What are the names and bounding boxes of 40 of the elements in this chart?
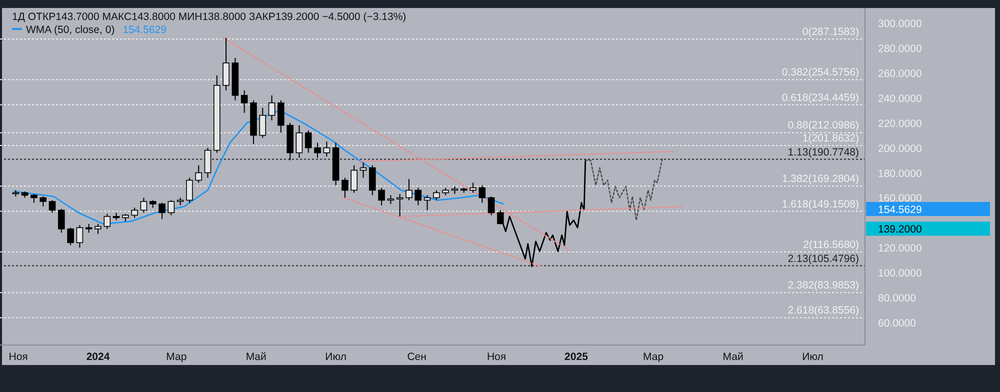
y-tick-label: 80.0000 [878,292,916,305]
ref-line-label: 0.382(254.5756) [782,66,859,79]
annotation: 154.5629 [122,24,167,36]
y-tick-label: 60.0000 [878,318,916,330]
ref-line-label: 1.618(149.1508) [782,198,859,210]
x-tick-label: Сен [407,351,427,363]
ref-line-label: 0.88(212.0986) [788,120,859,132]
x-tick-label: Мар [643,351,664,363]
y-tick-label: 300.0000 [878,18,922,30]
text: 139.2000 [878,224,922,236]
x-tick-label: Мар [166,351,187,363]
y-tick-label: 200.0000 [878,142,922,155]
ref-line-label: 2.618(63.8556) [788,304,859,317]
x-tick-label: Май [722,351,744,363]
ref-line-label: 2.382(83.9853) [788,280,859,292]
ref-line-label: 2(116.5680) [803,238,859,251]
ref-line-label: 0.618(234.4459) [782,92,859,104]
y-tick-label: 280.0000 [878,42,922,55]
text: 154.5629 [878,204,922,216]
x-tick-label: 2025 [564,351,588,363]
ref-line-label: 2.13(105.4796) [788,252,859,265]
y-tick-label: 260.0000 [878,68,922,80]
legend-label: WMA (50, close, 0) [26,24,115,36]
y-tick-label: 120.0000 [878,242,922,255]
ref-line-label: 1(201.8632) [802,132,859,144]
y-tick-label: 180.0000 [878,168,922,180]
x-tick-label: Ноя [486,351,506,363]
x-tick-label: Май [246,351,267,363]
ref-line-label: 1.382(169.2804) [782,173,859,186]
y-tick-label: 100.0000 [878,268,922,280]
chart-title: 1Д ОТКР143.7000 МАКС143.8000 МИН138.8000 ЗАКР139.2000 −4.5000 (−3.13%) [12,11,406,23]
ref-line-label: 1.13(190.7748) [788,146,859,158]
x-tick-label: 2024 [86,351,110,363]
x-tick-label: Июл [325,351,346,363]
y-tick-label: 220.0000 [878,118,922,130]
x-tick-label: Июл [802,351,824,363]
ref-line-label: 0(287.1583) [802,26,859,38]
y-tick-label: 240.0000 [878,92,922,105]
x-tick-label: Ноя [8,351,28,363]
y-tick-label: 160.0000 [878,192,922,205]
